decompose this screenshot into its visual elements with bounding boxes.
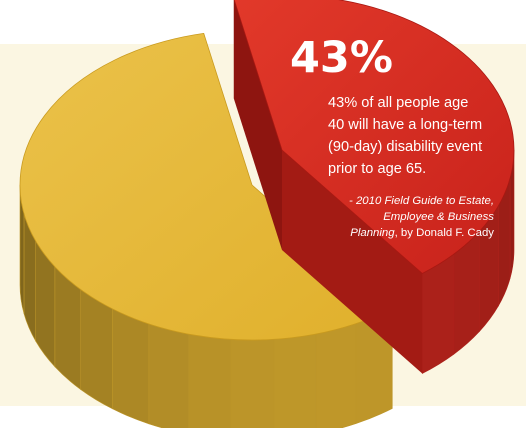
- body-line-1: 43% of all people age: [328, 95, 468, 111]
- body-line-4: prior to age 65.: [328, 161, 426, 177]
- citation-line-2: Employee & Business: [383, 211, 494, 223]
- gold-side-strip: [148, 323, 190, 428]
- citation-line-1: - 2010 Field Guide to Estate,: [349, 195, 494, 207]
- red-slice-side: [233, 0, 515, 374]
- citation-line-3: Planning, by Donald F. Cady: [350, 227, 494, 239]
- citation-author-part: , by Donald F. Cady: [395, 227, 495, 239]
- red-side-strip: [421, 253, 455, 374]
- gold-side-strip: [230, 338, 275, 428]
- gold-side-strip: [188, 333, 232, 428]
- gold-side-strip: [273, 333, 317, 428]
- gold-side-strip: [80, 288, 113, 410]
- percent-label: 43%: [290, 33, 393, 83]
- gold-side-strip: [112, 308, 150, 425]
- red-end-face: [282, 150, 423, 374]
- pie-slice-43: [233, 0, 515, 374]
- annotation-citation: - 2010 Field Guide to Estate, Employee &…: [349, 195, 494, 239]
- red-slice-top: [233, 0, 515, 274]
- annotation-body: 43% of all people age 40 will have a lon…: [328, 95, 482, 177]
- body-line-2: 40 will have a long-term: [328, 117, 482, 133]
- citation-title-part: Planning: [350, 227, 395, 239]
- body-line-3: (90-day) disability event: [328, 139, 482, 155]
- gold-side-strip: [315, 323, 357, 428]
- red-cut-face: [233, 0, 282, 250]
